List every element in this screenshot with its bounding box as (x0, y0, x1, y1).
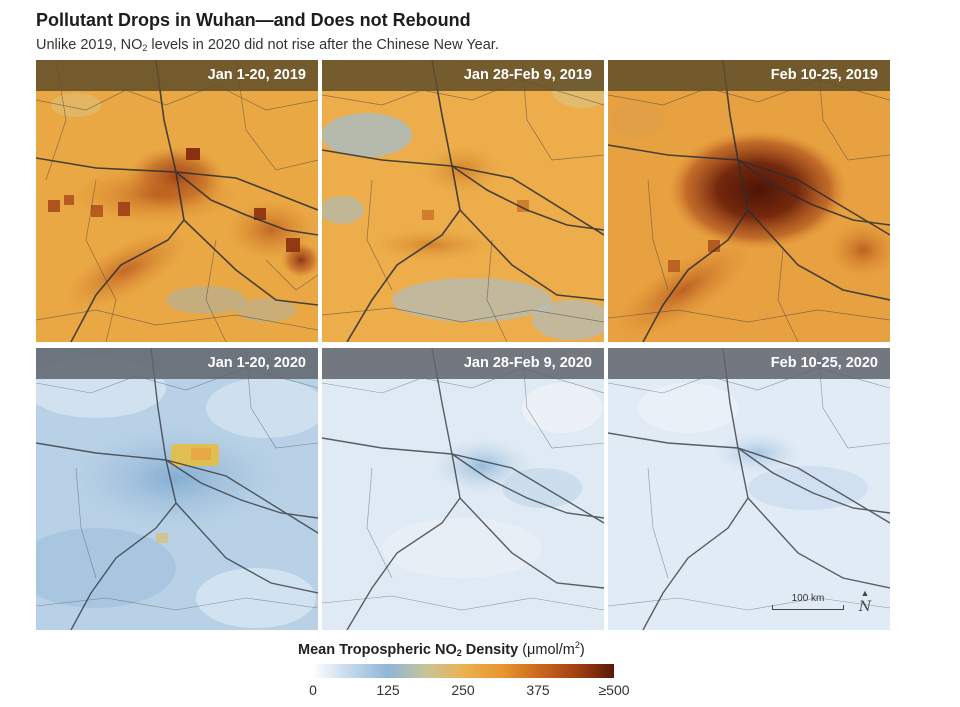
north-arrow-icon: ▲ (860, 588, 870, 598)
legend-tick: 375 (526, 682, 550, 698)
legend-tick: 125 (376, 682, 400, 698)
legend-tick: 250 (451, 682, 475, 698)
map-panel-jan-2020: Jan 1-20, 2020 (36, 348, 318, 630)
panel-label: Feb 10-25, 2019 (608, 60, 890, 91)
legend-tick: 0 (309, 682, 317, 698)
map-panel-jan-2019: Jan 1-20, 2019 (36, 60, 318, 342)
scale-bar-line (772, 605, 844, 610)
no2-map-jan-2020 (36, 348, 318, 630)
panel-label: Jan 28-Feb 9, 2020 (322, 348, 604, 379)
north-label: N (858, 599, 872, 615)
no2-map-jan-2019 (36, 60, 318, 342)
panel-label: Jan 1-20, 2020 (36, 348, 318, 379)
panel-label: Feb 10-25, 2020 (608, 348, 890, 379)
map-panel-lunar-2019: Jan 28-Feb 9, 2019 (322, 60, 604, 342)
legend-title: Mean Tropospheric NO2 Density (μmol/m2) (298, 640, 585, 658)
map-panel-feb-2020: Feb 10-25, 2020 100 km ▲ N (608, 348, 890, 630)
chart-subtitle: Unlike 2019, NO2 levels in 2020 did not … (36, 37, 499, 53)
panel-label: Jan 28-Feb 9, 2019 (322, 60, 604, 91)
legend-colorbar (312, 664, 614, 678)
legend-tick: ≥500 (598, 682, 630, 698)
no2-map-feb-2019 (608, 60, 890, 342)
panel-label: Jan 1-20, 2019 (36, 60, 318, 91)
scale-label: 100 km (791, 593, 825, 604)
north-arrow: ▲ N (856, 589, 874, 616)
no2-map-lunar-2019 (322, 60, 604, 342)
map-grid: Jan 1-20, 2019 (36, 60, 891, 630)
map-panel-feb-2019: Feb 10-25, 2019 (608, 60, 890, 342)
no2-map-feb-2020 (608, 348, 890, 630)
scale-bar: 100 km (772, 593, 844, 610)
chart-title: Pollutant Drops in Wuhan—and Does not Re… (36, 10, 471, 30)
map-panel-lunar-2020: Jan 28-Feb 9, 2020 (322, 348, 604, 630)
no2-map-lunar-2020 (322, 348, 604, 630)
